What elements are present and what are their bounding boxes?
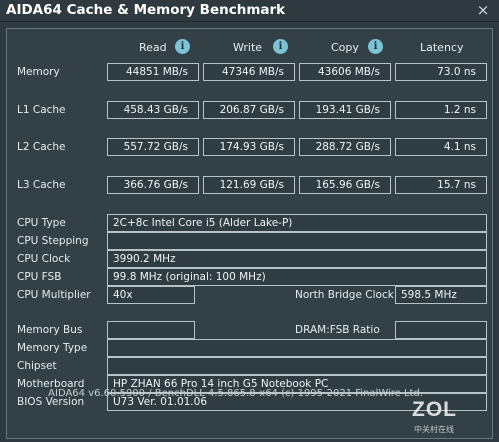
close-button[interactable]: × [476,1,490,19]
l1-read-value: 458.43 GB/s [107,101,199,119]
title-bar: AIDA64 Cache & Memory Benchmark × [0,0,499,22]
watermark-caption: 中关村在线 [414,425,454,434]
memory-bus-value [107,321,195,339]
memory-row-label: Memory [17,66,60,78]
read-info-icon[interactable]: i [175,39,190,54]
bios-version-value: U73 Ver. 01.01.06 [107,393,487,411]
l2-cache-row-label: L2 Cache [17,141,66,153]
cpu-multiplier-label: CPU Multiplier [17,289,91,301]
l3-write-value: 121.69 GB/s [203,176,295,194]
memory-copy-value: 43606 MB/s [299,63,391,81]
column-header-latency: Latency [420,41,464,54]
dram-fsb-ratio-value [395,321,487,339]
l2-latency-value: 4.1 ns [395,138,487,156]
zol-watermark: ZOL 中关村在线 [412,398,466,438]
l1-write-value: 206.87 GB/s [203,101,295,119]
cpu-stepping-value [107,232,487,250]
cpu-stepping-label: CPU Stepping [17,235,89,247]
window-title: AIDA64 Cache & Memory Benchmark [6,2,286,18]
chipset-label: Chipset [17,360,57,372]
watermark-logo: ZOL [412,398,457,421]
l2-write-value: 174.93 GB/s [203,138,295,156]
column-header-read: Read [139,41,167,54]
cpu-type-label: CPU Type [17,217,66,229]
motherboard-value: HP ZHAN 66 Pro 14 inch G5 Notebook PC [107,375,487,393]
memory-type-value [107,339,487,357]
l2-copy-value: 288.72 GB/s [299,138,391,156]
l1-cache-row-label: L1 Cache [17,104,66,116]
column-header-copy: Copy [331,41,359,54]
l3-cache-row-label: L3 Cache [17,179,66,191]
copy-info-icon[interactable]: i [368,39,383,54]
cpu-multiplier-value: 40x [107,286,195,304]
cpu-type-value: 2C+8c Intel Core i5 (Alder Lake-P) [107,214,487,232]
memory-type-label: Memory Type [17,342,88,354]
footer-copyright: AIDA64 v6.60.5900 / BenchDLL 4.5.865.8-x… [48,388,423,399]
benchmark-panel: Read i Write i Copy i Latency Memory 448… [6,28,493,439]
l2-read-value: 557.72 GB/s [107,138,199,156]
l1-copy-value: 193.41 GB/s [299,101,391,119]
l3-latency-value: 15.7 ns [395,176,487,194]
dram-fsb-ratio-label: DRAM:FSB Ratio [295,324,380,336]
bios-version-label: BIOS Version [17,396,85,408]
memory-read-value: 44851 MB/s [107,63,199,81]
memory-write-value: 47346 MB/s [203,63,295,81]
l3-copy-value: 165.96 GB/s [299,176,391,194]
l1-latency-value: 1.2 ns [395,101,487,119]
chipset-value [107,357,487,375]
memory-bus-label: Memory Bus [17,324,83,336]
north-bridge-clock-label: North Bridge Clock [295,289,394,301]
cpu-clock-label: CPU Clock [17,253,71,265]
write-info-icon[interactable]: i [273,39,288,54]
memory-latency-value: 73.0 ns [395,63,487,81]
motherboard-label: Motherboard [17,378,85,390]
l3-read-value: 366.76 GB/s [107,176,199,194]
cpu-fsb-value: 99.8 MHz (original: 100 MHz) [107,268,487,286]
cpu-clock-value: 3990.2 MHz [107,250,487,268]
cpu-fsb-label: CPU FSB [17,271,62,283]
column-header-write: Write [233,41,263,54]
north-bridge-clock-value: 598.5 MHz [395,286,487,304]
